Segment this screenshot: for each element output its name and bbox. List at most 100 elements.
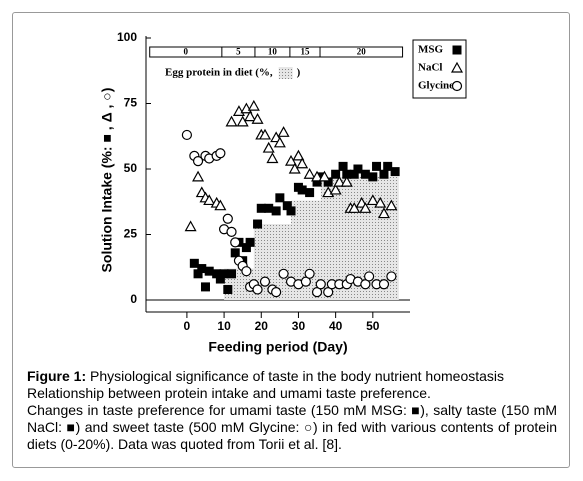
point [282, 201, 292, 211]
point [386, 271, 397, 282]
point [271, 206, 281, 216]
chart: Solution Intake (%: ■ , Δ , ○) Feeding p… [99, 30, 467, 355]
point [338, 161, 348, 171]
point [259, 276, 271, 287]
point [378, 279, 390, 290]
y-tick-label: 50 [124, 161, 138, 175]
point [275, 193, 285, 203]
point [219, 269, 229, 279]
point [331, 169, 341, 179]
point [215, 274, 225, 284]
point [284, 154, 298, 166]
caption-title: Physiological significance of taste in t… [90, 368, 505, 384]
point [318, 170, 331, 182]
point [241, 243, 251, 253]
legend-symbol [450, 61, 464, 73]
point [303, 168, 316, 179]
point [204, 266, 214, 276]
point [203, 194, 216, 206]
point [374, 196, 387, 208]
x-tick-label: 20 [255, 319, 269, 333]
point [245, 237, 255, 247]
point [383, 161, 393, 171]
figure-frame [12, 12, 570, 468]
point [278, 268, 289, 279]
point [323, 177, 333, 187]
point [312, 177, 322, 187]
point [222, 213, 233, 224]
point [333, 175, 346, 187]
point [200, 282, 210, 292]
point [286, 206, 296, 216]
x-tick-label: 50 [366, 319, 380, 333]
point [297, 185, 307, 195]
point [372, 161, 382, 171]
point [305, 188, 315, 198]
point [311, 170, 324, 182]
y-axis-label: Solution Intake (%: ■ , Δ , ○) [99, 88, 115, 273]
point [214, 199, 227, 211]
x-tick-label: 40 [329, 319, 343, 333]
point [236, 115, 249, 127]
point [252, 284, 263, 295]
x-tick-label: 30 [292, 319, 306, 333]
point [292, 149, 305, 161]
point [385, 199, 398, 211]
point [227, 269, 237, 279]
point [212, 269, 222, 279]
legend-label: MSG [418, 44, 444, 56]
point [225, 115, 238, 127]
point [342, 169, 352, 179]
point [390, 167, 400, 177]
point [241, 266, 252, 277]
legend-label: NaCl [418, 62, 442, 74]
point [247, 99, 260, 111]
point [215, 148, 226, 159]
point [192, 170, 205, 182]
point [277, 126, 290, 137]
point [253, 219, 263, 229]
diet-bar [149, 46, 404, 58]
point [329, 183, 342, 195]
point [256, 203, 266, 213]
point [266, 152, 279, 164]
caption-line: Figure 1: Physiological significance of … [27, 368, 557, 385]
diet-bar-label: 15 [300, 47, 310, 57]
y-tick-label: 75 [124, 96, 138, 110]
point [192, 156, 204, 167]
point [184, 220, 197, 232]
point [244, 110, 257, 122]
y-tick-label: 100 [117, 30, 137, 44]
point [223, 285, 233, 295]
point [251, 112, 264, 124]
point [340, 175, 353, 187]
x-tick-label: 0 [184, 319, 191, 333]
point [264, 203, 274, 213]
diet-bar-label: 5 [236, 47, 241, 57]
area-label: Egg protein in diet (%, [165, 67, 273, 79]
point [349, 169, 359, 179]
point [189, 258, 199, 268]
diet-bar-label: 0 [184, 47, 189, 57]
point [193, 269, 203, 279]
legend-label: Glycine [418, 80, 454, 92]
area-swatch [278, 67, 293, 79]
point [368, 172, 378, 182]
point [230, 248, 240, 258]
legend-symbol [452, 45, 462, 55]
point [315, 279, 326, 290]
point [366, 194, 379, 206]
x-axis-label: Feeding period (Day) [208, 339, 347, 355]
legend-symbol [451, 80, 463, 92]
point [359, 202, 372, 213]
point [262, 141, 275, 153]
x-tick-label: 10 [217, 319, 231, 333]
point [316, 172, 326, 182]
caption: Figure 1: Physiological significance of … [27, 368, 557, 453]
point [377, 207, 390, 219]
point [181, 129, 193, 141]
caption-text: Changes in taste preference for umami ta… [27, 402, 557, 452]
diet-bar-label: 10 [268, 47, 278, 57]
diet-bar-label: 20 [357, 47, 367, 57]
